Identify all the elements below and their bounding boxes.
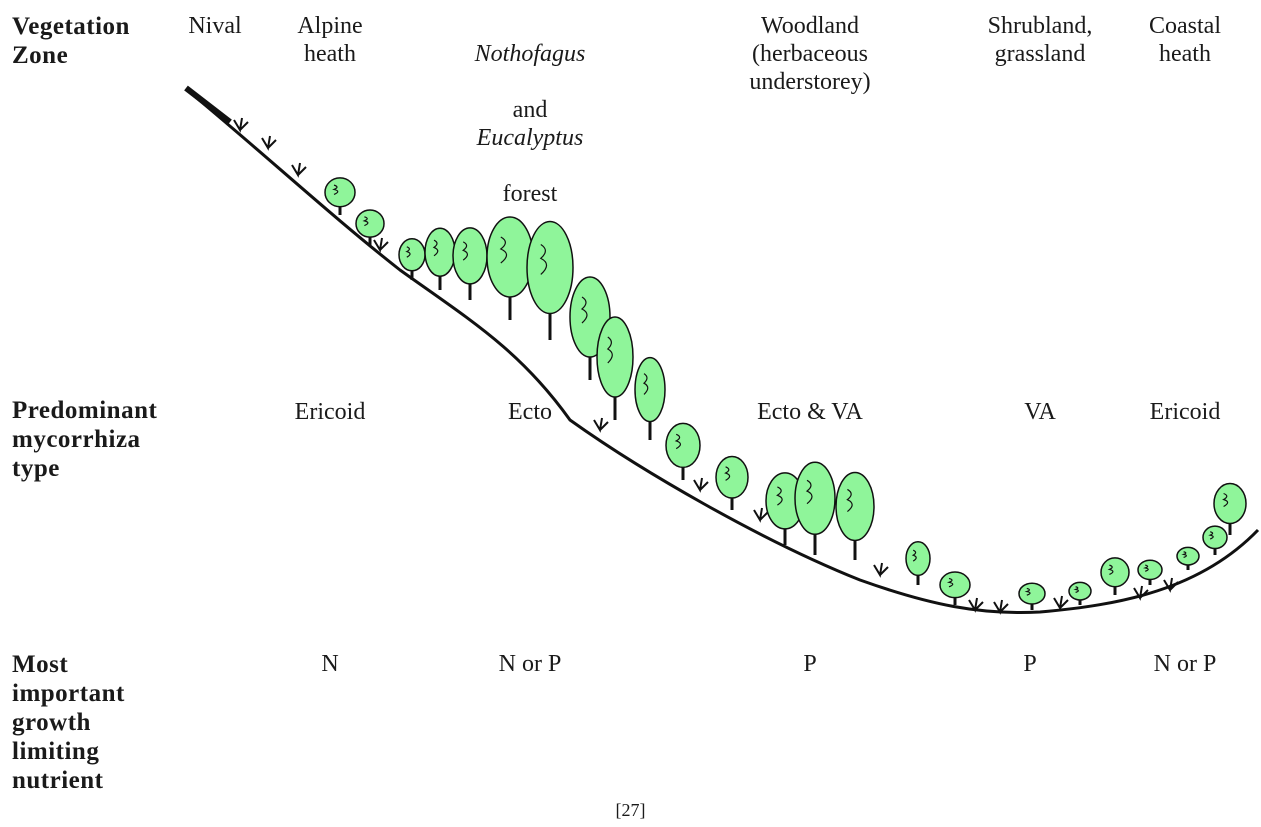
tree xyxy=(794,461,836,555)
tree xyxy=(1213,482,1247,535)
zone-forest-genus-1: Nothofagus xyxy=(474,41,586,67)
row-label-mycorrhiza-type: Predominant mycorrhiza type xyxy=(12,397,158,482)
grass-tuft xyxy=(373,237,389,253)
tree xyxy=(665,422,701,480)
tree xyxy=(1100,557,1130,595)
mycorrhiza-coastal: Ericoid xyxy=(1149,399,1221,425)
ground-slope xyxy=(186,88,1260,614)
tree xyxy=(355,209,385,245)
zone-forest: Nothofagus and Eucalyptus forest xyxy=(420,12,640,208)
tree xyxy=(1137,559,1163,585)
zone-shrubland: Shrubland, grassland xyxy=(987,13,1093,67)
tree xyxy=(324,177,356,215)
zone-woodland: Woodland (herbaceous understorey) xyxy=(749,13,871,95)
grass-tuft xyxy=(1133,585,1149,601)
nutrient-forest: N or P xyxy=(498,651,562,677)
row-label-vegetation-zone: Vegetation Zone xyxy=(12,13,130,69)
nutrient-woodland: P xyxy=(803,651,817,677)
grass-tuft xyxy=(1163,577,1179,593)
summit-ridge xyxy=(184,85,232,125)
grass-tuft xyxy=(261,135,277,151)
zone-nival: Nival xyxy=(188,13,242,39)
grass-tuft xyxy=(593,417,609,433)
tree xyxy=(452,227,488,300)
row-label-limiting-nutrient: Most important growth limiting nutrient xyxy=(12,651,125,794)
tree xyxy=(634,356,666,440)
mycorrhiza-forest: Ecto xyxy=(508,399,552,425)
grass-tuft xyxy=(233,117,249,133)
zone-alpine-heath: Alpine heath xyxy=(297,13,363,67)
mycorrhiza-shrubland: VA xyxy=(1024,399,1056,425)
grass-tuft xyxy=(693,477,709,493)
mycorrhiza-woodland: Ecto & VA xyxy=(757,399,863,425)
zone-forest-and: and xyxy=(512,97,548,123)
tree xyxy=(596,316,634,420)
grass-tuft xyxy=(1053,595,1069,611)
nutrient-coastal: N or P xyxy=(1153,651,1217,677)
tree xyxy=(1202,525,1228,555)
grass-tuft xyxy=(993,599,1009,615)
nutrient-shrubland: P xyxy=(1023,651,1037,677)
tree-group xyxy=(324,177,1247,610)
tree xyxy=(486,216,534,320)
nutrient-alpine: N xyxy=(321,651,339,677)
mycorrhiza-alpine: Ericoid xyxy=(294,399,366,425)
tree xyxy=(715,455,749,510)
tree xyxy=(1176,546,1200,570)
tree xyxy=(1018,582,1046,610)
grass-tufts xyxy=(233,117,1179,615)
grass-tuft xyxy=(873,562,889,578)
tree xyxy=(765,472,805,545)
zone-forest-tail: forest xyxy=(502,181,558,207)
grass-tuft xyxy=(753,507,769,523)
tree xyxy=(526,220,574,340)
zone-coastal-heath: Coastal heath xyxy=(1149,13,1221,67)
tree xyxy=(835,471,875,560)
grass-tuft xyxy=(291,162,307,178)
tree xyxy=(905,540,931,585)
tree xyxy=(424,227,456,290)
zone-forest-genus-2: Eucalyptus xyxy=(476,125,584,151)
tree xyxy=(939,571,971,605)
grass-tuft xyxy=(968,597,984,613)
figure-caption: [27] xyxy=(615,800,646,820)
tree xyxy=(1068,581,1092,605)
